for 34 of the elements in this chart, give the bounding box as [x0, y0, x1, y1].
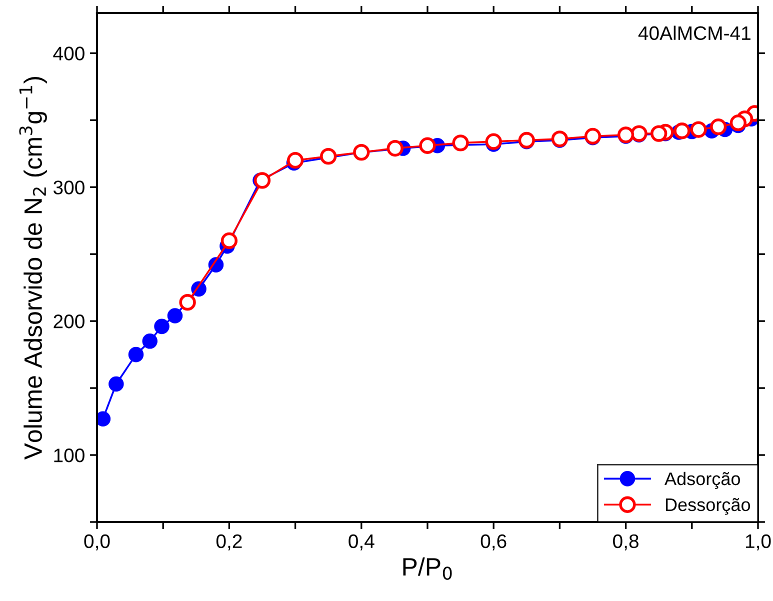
annotation: 40AlMCM-41 [638, 26, 750, 40]
point [142, 334, 158, 349]
point [254, 172, 271, 189]
legend-label: Adsorção [664, 472, 740, 489]
legend-label: Dessorção [666, 498, 750, 515]
point [485, 133, 502, 150]
point [386, 140, 404, 157]
y-tick-label: 100 [54, 448, 84, 462]
point [730, 114, 747, 132]
point [128, 346, 144, 362]
point [286, 152, 304, 169]
x-tick-label: 0,2 [216, 534, 242, 550]
point [452, 134, 469, 152]
x-tick-label: 0,6 [480, 534, 506, 550]
point [674, 122, 690, 140]
y-axis-title: Volume Adsorvido de N$_{2}$ (cm$^{3}$g$^{−1}$) [19, 77, 47, 460]
point [154, 318, 170, 334]
x-axis-title: P/P$_{0}$ [403, 557, 452, 580]
y-tick-label: 300 [53, 180, 84, 194]
y-tick-label: 400 [53, 46, 84, 60]
x-tick-label: 1,0 [746, 534, 771, 550]
point [167, 308, 183, 324]
point [419, 137, 436, 154]
point [220, 232, 238, 250]
point [108, 376, 124, 392]
x-tick-label: 0,8 [613, 534, 638, 550]
x-tick-label: 0,0 [84, 534, 110, 550]
x-tick-label: 0,4 [348, 534, 374, 550]
point [320, 148, 337, 165]
point [179, 294, 196, 311]
point [690, 121, 707, 138]
point [650, 125, 668, 142]
y-tick-label: 200 [54, 314, 84, 328]
point [710, 118, 727, 136]
